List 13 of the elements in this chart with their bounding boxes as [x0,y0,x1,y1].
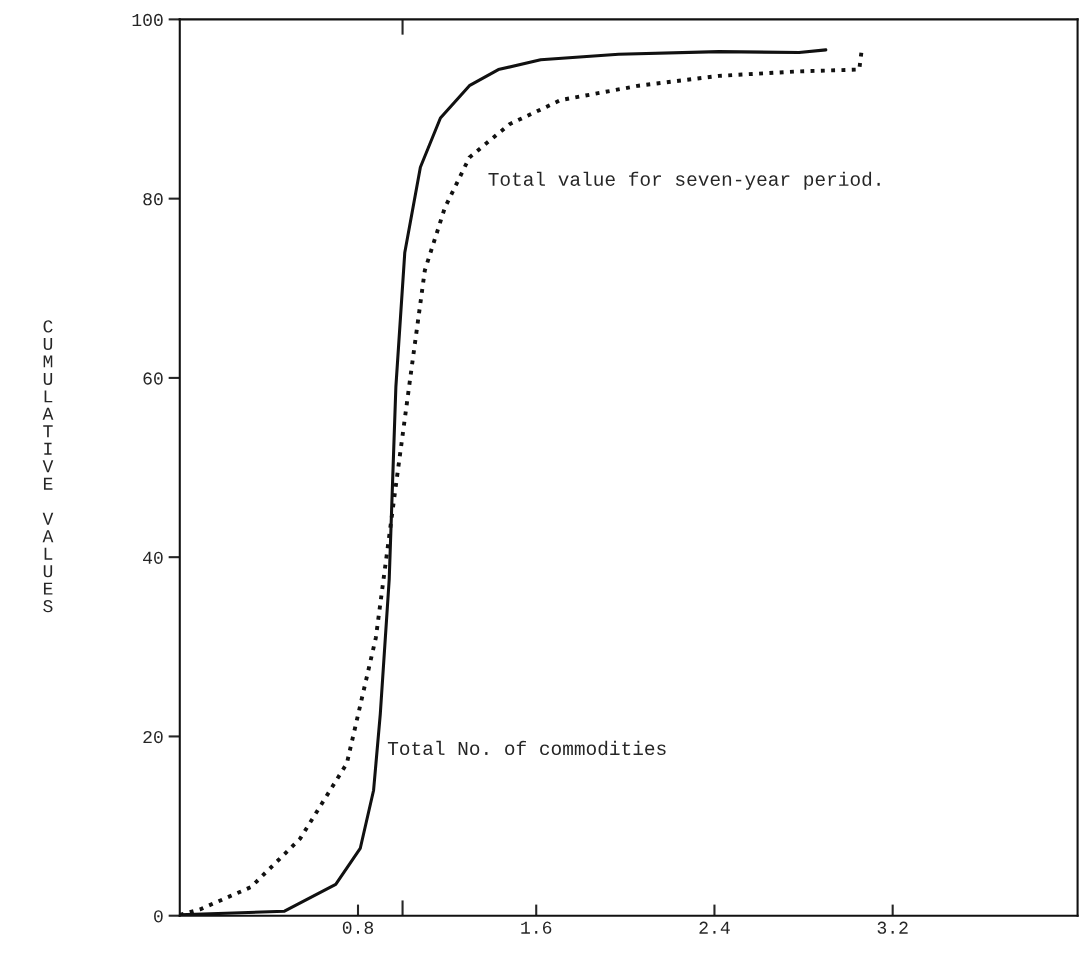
x-tick-label: 2.4 [699,921,730,934]
y-tick-label: 100 [132,13,163,27]
y-tick-label: 80 [143,193,163,206]
annotation: Total value for seven-year period. [488,171,880,190]
x-tick-label: 3.2 [877,921,908,934]
y-tick-label: 60 [143,372,163,385]
y-tick-label: 40 [143,551,163,564]
y-tick-label: 20 [143,730,163,744]
x-tick-label: 0.8 [342,921,374,934]
y-tick-label: 0 [154,910,163,923]
x-tick-label: 1.6 [521,921,552,934]
text: CUMULATIVE VALUES [42,320,54,613]
annotation: Total No. of commodities [387,740,666,756]
